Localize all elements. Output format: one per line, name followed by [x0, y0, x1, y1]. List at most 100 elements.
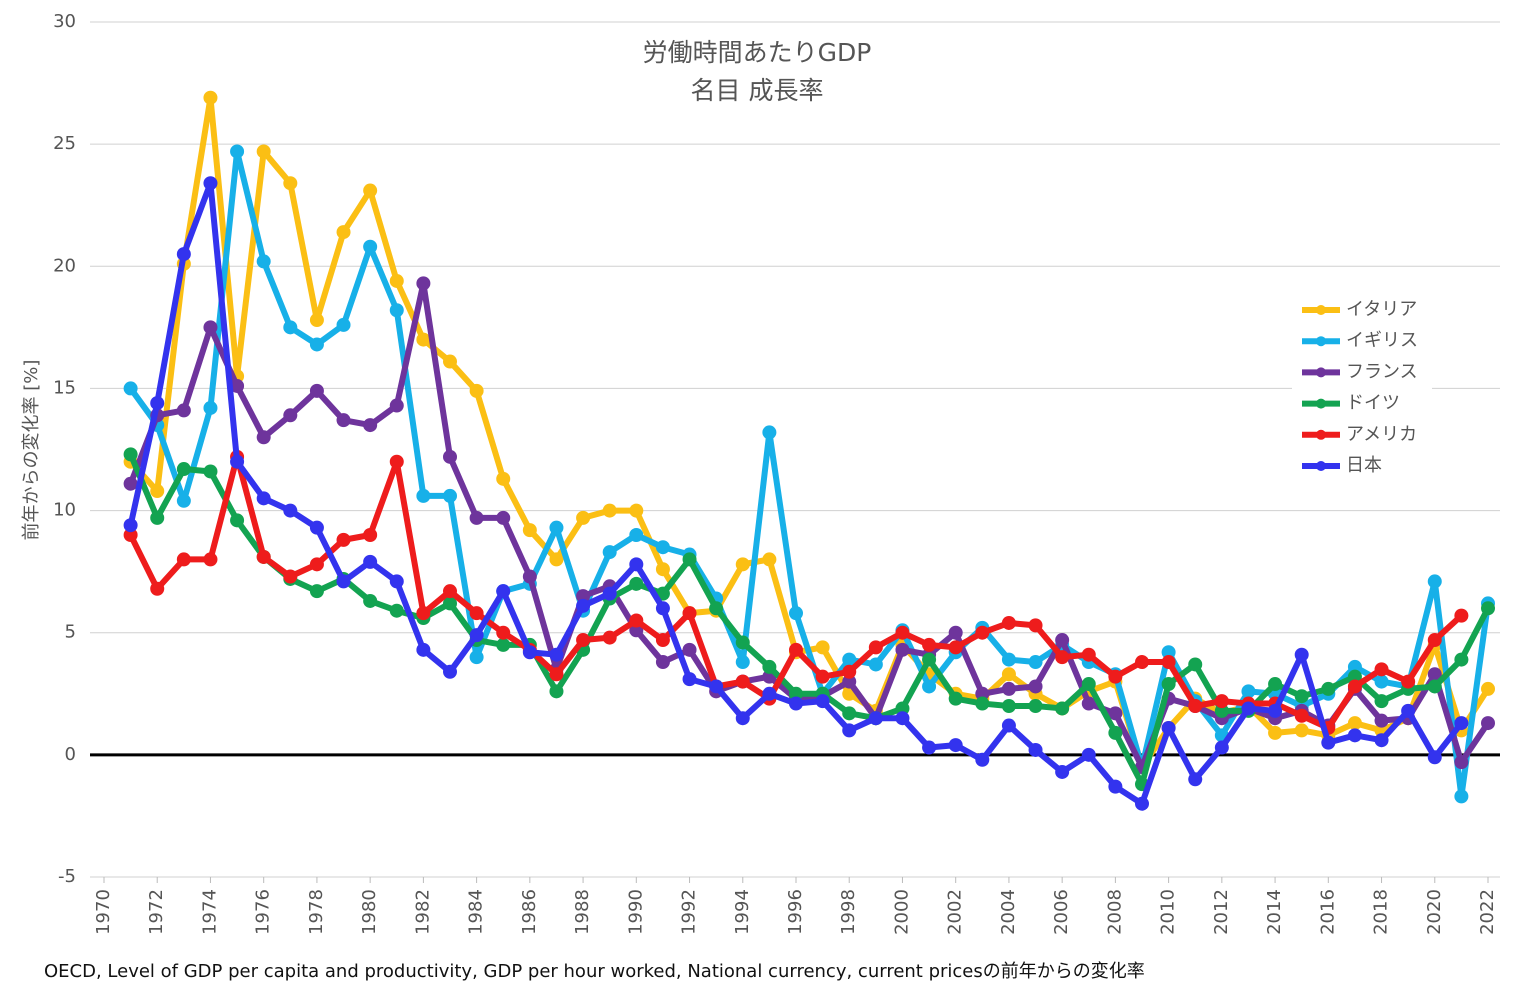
data-point [895, 711, 910, 726]
x-tick-label: 2012 [1211, 889, 1232, 935]
data-point [975, 625, 990, 640]
x-tick-label: 1972 [146, 889, 167, 935]
data-point [629, 576, 644, 591]
data-point [123, 476, 138, 491]
data-point [735, 655, 750, 670]
data-point [230, 144, 245, 159]
data-point [1108, 669, 1123, 684]
data-point [895, 701, 910, 716]
data-point [496, 584, 511, 599]
data-point [975, 752, 990, 767]
data-point [256, 491, 271, 506]
data-point [948, 625, 963, 640]
data-point [1374, 733, 1389, 748]
chart-subtitle: 名目 成長率 [691, 76, 824, 105]
data-point [922, 652, 937, 667]
data-point [283, 408, 298, 423]
data-point [1161, 655, 1176, 670]
data-point [336, 317, 351, 332]
data-point [1321, 681, 1336, 696]
data-point [1188, 699, 1203, 713]
x-tick-label: 2018 [1371, 889, 1392, 935]
data-point [655, 601, 670, 616]
data-point [922, 637, 937, 652]
data-point [256, 144, 271, 159]
data-point [1374, 662, 1389, 677]
x-tick-label: 2000 [891, 889, 912, 935]
data-point [842, 706, 857, 721]
data-point [576, 633, 591, 648]
data-point [123, 381, 138, 396]
data-point [469, 606, 484, 621]
data-point [1001, 615, 1016, 630]
legend-label: イギリス [1346, 330, 1418, 351]
x-tick-label: 2016 [1317, 889, 1338, 935]
data-point [1347, 679, 1362, 694]
data-point [1188, 772, 1203, 787]
data-point [363, 418, 378, 433]
data-point [735, 635, 750, 650]
data-point [1135, 655, 1149, 670]
y-tick-label: 10 [53, 500, 76, 521]
data-point [309, 520, 324, 535]
x-tick-label: 1986 [519, 889, 540, 935]
data-point [389, 603, 404, 618]
data-point [576, 510, 591, 525]
data-point [789, 696, 803, 711]
data-point [309, 337, 324, 352]
data-point [309, 557, 324, 572]
data-point [389, 303, 404, 318]
data-point [363, 183, 378, 198]
data-point [1347, 728, 1362, 743]
data-point [522, 645, 537, 660]
x-tick-label: 2004 [998, 889, 1019, 935]
data-point [709, 601, 724, 616]
data-point [1001, 718, 1016, 733]
data-point [496, 471, 511, 486]
data-point [1028, 699, 1043, 713]
data-point [948, 738, 963, 753]
data-point [309, 383, 324, 398]
data-point [655, 655, 670, 670]
data-point [842, 674, 857, 689]
data-point [283, 569, 298, 584]
data-point [602, 586, 617, 601]
data-point [283, 320, 298, 335]
data-point [576, 589, 591, 604]
data-point [948, 640, 963, 655]
data-point [1481, 716, 1495, 731]
data-point [1347, 716, 1362, 731]
data-point [443, 584, 457, 599]
data-point [230, 378, 245, 393]
legend-label: アメリカ [1346, 424, 1417, 445]
data-point [1294, 647, 1309, 662]
data-point [1241, 701, 1256, 716]
data-point [203, 320, 218, 335]
x-tick-label: 1994 [732, 889, 753, 935]
data-point [602, 503, 617, 518]
data-point [1214, 703, 1229, 718]
data-point [123, 528, 138, 542]
data-point [922, 740, 937, 755]
data-point [176, 552, 191, 567]
x-tick-label: 1984 [466, 889, 487, 935]
data-point [549, 684, 564, 699]
data-point [602, 630, 617, 645]
data-point [629, 557, 644, 572]
y-tick-label: 5 [65, 622, 76, 643]
y-tick-label: 25 [53, 133, 76, 154]
legend-dot [1316, 336, 1326, 347]
data-point [123, 518, 138, 533]
legend-label: 日本 [1346, 455, 1382, 476]
data-point [443, 488, 457, 503]
data-point [948, 691, 963, 706]
data-point [789, 606, 803, 621]
data-point [1081, 677, 1096, 692]
data-point [1081, 747, 1096, 762]
data-point [469, 650, 484, 665]
data-point [336, 225, 351, 240]
data-point [1454, 755, 1469, 770]
x-tick-label: 1978 [306, 889, 327, 935]
source-note: OECD, Level of GDP per capita and produc… [44, 961, 1145, 982]
data-point [176, 403, 191, 418]
